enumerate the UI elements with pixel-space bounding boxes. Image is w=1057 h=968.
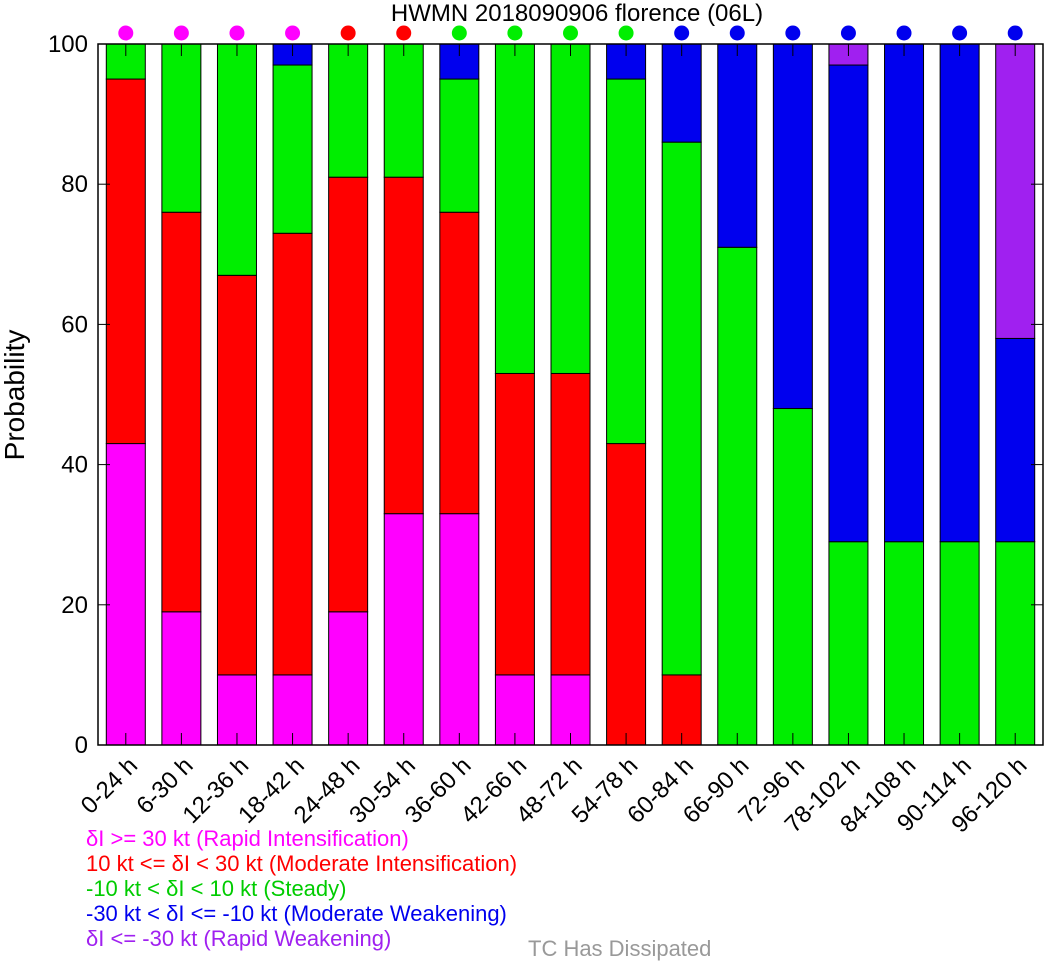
y-tick-label: 40 [61,452,88,479]
bar-segment-6-30h-s1 [161,211,202,613]
category-marker-36-60h [451,25,467,41]
category-marker-18-42h [285,25,301,41]
category-marker-78-102h [840,25,856,41]
legend-item-rapid-weakening: δI <= -30 kt (Rapid Weakening) [86,926,392,951]
bar-segment-42-66h-s2 [494,43,535,374]
bar-segment-84-108h-s3 [884,43,925,543]
bar-segment-36-60h-s1 [439,211,480,515]
bar-segment-66-90h-s3 [717,43,758,248]
bar-segment-12-36h-s2 [216,43,257,276]
plot-frame [97,43,1044,746]
bar-segment-12-36h-s1 [216,274,257,676]
bar-segment-96-120h-s2 [995,541,1036,746]
y-tick-label: 60 [61,311,88,338]
bar-segment-78-102h-s2 [828,541,869,746]
category-marker-30-54h [396,25,412,41]
bar-segment-66-90h-s2 [717,246,758,746]
bar-segment-72-96h-s2 [772,408,813,746]
category-marker-12-36h [229,25,245,41]
chart-title: HWMN 2018090906 florence (06L) [391,0,763,27]
category-marker-54-78h [618,25,634,41]
bar-segment-18-42h-s2 [272,64,313,234]
y-tick-label: 0 [75,732,88,759]
category-marker-84-108h [896,25,912,41]
category-marker-72-96h [785,25,801,41]
legend-item-moderate-intensification: 10 kt <= δI < 30 kt (Moderate Intensific… [86,851,518,876]
y-axis-label: Probability [0,330,30,461]
category-marker-24-48h [340,25,356,41]
bar-segment-84-108h-s2 [884,541,925,746]
bar-segment-60-84h-s3 [661,43,702,143]
bar-segment-30-54h-s2 [383,43,424,178]
bar-segment-36-60h-s0 [439,513,480,746]
bar-segment-36-60h-s3 [439,43,480,80]
y-tick-label: 80 [61,171,88,198]
bar-segment-96-120h-s4 [995,43,1036,339]
category-marker-90-114h [952,25,968,41]
bar-segment-60-84h-s2 [661,141,702,676]
legend: δI >= 30 kt (Rapid Intensification) 10 k… [86,826,517,951]
bar-segment-36-60h-s2 [439,78,480,213]
bar-segment-90-114h-s2 [939,541,980,746]
bar-segment-72-96h-s3 [772,43,813,410]
bar-segment-30-54h-s1 [383,176,424,515]
x-tick-label: 0-24 h [76,752,143,819]
bar-segment-30-54h-s0 [383,513,424,746]
category-marker-96-120h [1007,25,1023,41]
bar-segment-18-42h-s1 [272,232,313,676]
bar-segment-96-120h-s3 [995,337,1036,543]
y-tick-label: 100 [48,31,88,58]
category-marker-6-30h [173,25,189,41]
legend-item-dissipated: TC Has Dissipated [528,936,712,961]
category-marker-60-84h [674,25,690,41]
markers-layer [118,25,1023,41]
bar-segment-48-72h-s1 [550,372,591,676]
legend-item-steady: -10 kt < δI < 10 kt (Steady) [86,876,347,901]
bar-segment-6-30h-s0 [161,611,202,746]
bars-layer [105,43,1036,746]
bar-segment-54-78h-s1 [606,443,647,746]
bar-segment-6-30h-s2 [161,43,202,213]
category-marker-48-72h [563,25,578,41]
bar-segment-24-48h-s2 [328,43,369,178]
bar-segment-0-24h-s0 [105,443,146,746]
bar-segment-90-114h-s3 [939,43,980,543]
bar-segment-42-66h-s1 [494,372,535,676]
bar-segment-78-102h-s3 [828,64,869,543]
legend-item-rapid-intensification: δI >= 30 kt (Rapid Intensification) [86,826,409,851]
legend-item-moderate-weakening: -30 kt < δI <= -10 kt (Moderate Weakenin… [86,901,507,926]
category-marker-42-66h [507,25,523,41]
bar-segment-24-48h-s1 [328,176,369,613]
bar-segment-48-72h-s2 [550,43,591,374]
bar-segment-24-48h-s0 [328,611,369,746]
category-marker-0-24h [118,25,134,41]
category-marker-66-90h [729,25,745,41]
bar-segment-54-78h-s2 [606,78,647,445]
y-tick-label: 20 [61,592,88,619]
bar-segment-0-24h-s1 [105,78,146,445]
